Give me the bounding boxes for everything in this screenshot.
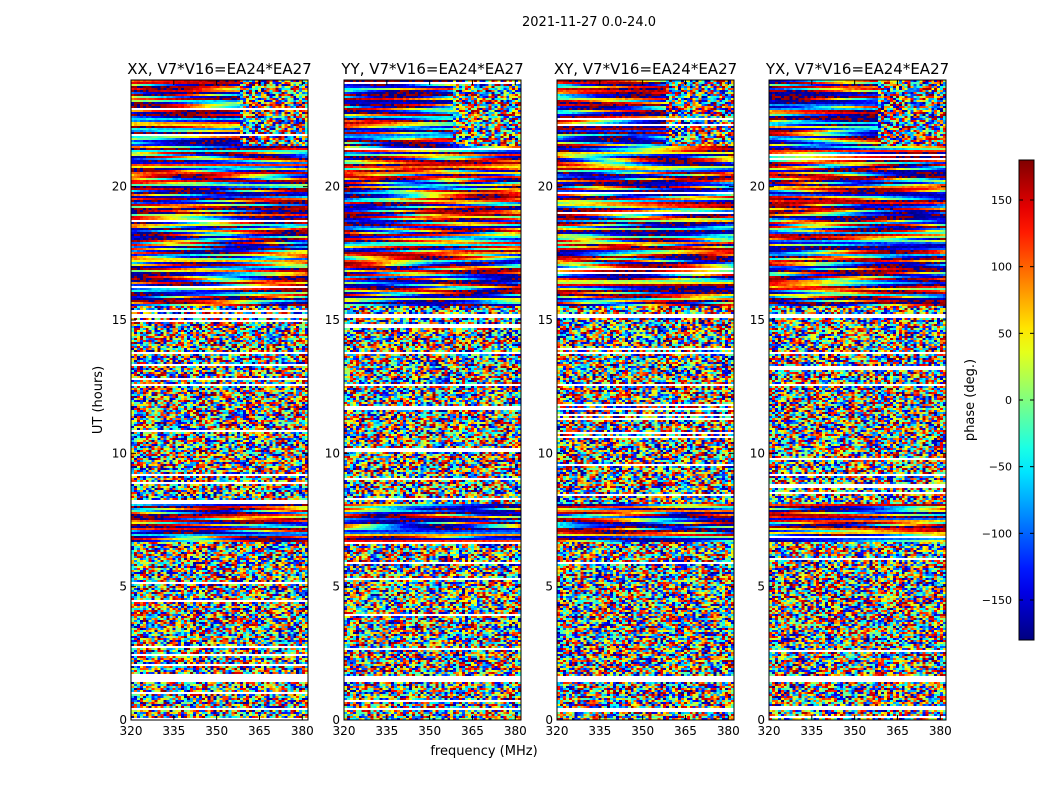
x-tick-label: 365 (886, 724, 909, 738)
y-tick-label: 10 (750, 446, 765, 460)
y-tick-label: 20 (538, 180, 553, 194)
panel-4[interactable]: YX, V7*V16=EA24*EA27 320 335 350 365 380 0 5 10 1… (750, 60, 952, 738)
y-tick-label: 5 (757, 580, 765, 594)
y-tick-label: 0 (332, 713, 340, 727)
y-tick-label: 5 (332, 580, 340, 594)
y-tick-label: 5 (545, 580, 553, 594)
colorbar-tick-label: −100 (982, 527, 1012, 540)
x-tick-label: 320 (546, 724, 569, 738)
x-tick-label: 380 (504, 724, 527, 738)
y-tick-label: 20 (112, 180, 127, 194)
colorbar-tick-label: 50 (998, 327, 1012, 340)
y-tick-label: 5 (119, 580, 127, 594)
x-axis-label: frequency (MHz) (430, 744, 537, 759)
colorbar-tick-label: 150 (991, 194, 1012, 207)
y-tick-label: 15 (112, 313, 127, 327)
x-tick-label: 320 (120, 724, 143, 738)
x-tick-label: 380 (929, 724, 952, 738)
panel-frame (768, 79, 947, 721)
x-tick-label: 365 (674, 724, 697, 738)
phase-heatmap[interactable] (344, 80, 521, 720)
panel-3[interactable]: XY, V7*V16=EA24*EA27 320 335 350 365 380 0 5 10 1… (538, 60, 740, 738)
y-axis-label: UT (hours) (91, 366, 106, 434)
x-tick-label: 350 (843, 724, 866, 738)
x-tick-label: 350 (631, 724, 654, 738)
colorbar[interactable]: −150 −100 −50 0 50 100 150 (982, 159, 1035, 641)
x-tick-label: 320 (758, 724, 781, 738)
colorbar-label: phase (deg.) (963, 359, 978, 441)
colorbar-tick-label: −50 (989, 461, 1012, 474)
panel-title: YY, V7*V16=EA24*EA27 (340, 60, 523, 78)
y-tick-label: 20 (325, 180, 340, 194)
panel-1[interactable]: XX, V7*V16=EA24*EA27 320 335 350 365 380 0 5 10 1… (112, 60, 314, 738)
x-tick-label: 335 (162, 724, 185, 738)
phase-heatmap[interactable] (769, 80, 946, 720)
y-tick-label: 20 (750, 180, 765, 194)
x-tick-label: 380 (291, 724, 314, 738)
x-tick-label: 380 (717, 724, 740, 738)
y-tick-label: 10 (325, 446, 340, 460)
y-tick-label: 10 (112, 446, 127, 460)
y-tick-label: 15 (750, 313, 765, 327)
y-tick-label: 15 (538, 313, 553, 327)
panel-frame (130, 79, 309, 721)
x-tick-label: 350 (418, 724, 441, 738)
panel-title: XX, V7*V16=EA24*EA27 (127, 60, 311, 78)
colorbar-tick-label: 0 (1005, 394, 1012, 407)
x-tick-label: 350 (205, 724, 228, 738)
y-tick-label: 10 (538, 446, 553, 460)
x-tick-label: 335 (588, 724, 611, 738)
phase-heatmap[interactable] (557, 80, 734, 720)
x-tick-label: 365 (248, 724, 271, 738)
panel-title: XY, V7*V16=EA24*EA27 (554, 60, 737, 78)
x-tick-label: 365 (461, 724, 484, 738)
panel-title: YX, V7*V16=EA24*EA27 (765, 60, 949, 78)
y-tick-label: 15 (325, 313, 340, 327)
x-tick-label: 335 (800, 724, 823, 738)
panels: XX, V7*V16=EA24*EA27 320 335 350 365 380 0 5 10 1… (112, 60, 952, 738)
phase-heatmap[interactable] (131, 80, 308, 720)
figure-suptitle: 2021-11-27 0.0-24.0 (522, 15, 656, 30)
y-tick-label: 0 (757, 713, 765, 727)
x-tick-label: 335 (375, 724, 398, 738)
y-tick-label: 0 (545, 713, 553, 727)
colorbar-tick-label: −150 (982, 594, 1012, 607)
colorbar-tick-label: 100 (991, 261, 1012, 274)
panel-2[interactable]: YY, V7*V16=EA24*EA27 320 335 350 365 380 0 5 10 1… (325, 60, 527, 738)
panel-frame (556, 79, 735, 721)
y-tick-label: 0 (119, 713, 127, 727)
x-tick-label: 320 (333, 724, 356, 738)
panel-frame (343, 79, 522, 721)
